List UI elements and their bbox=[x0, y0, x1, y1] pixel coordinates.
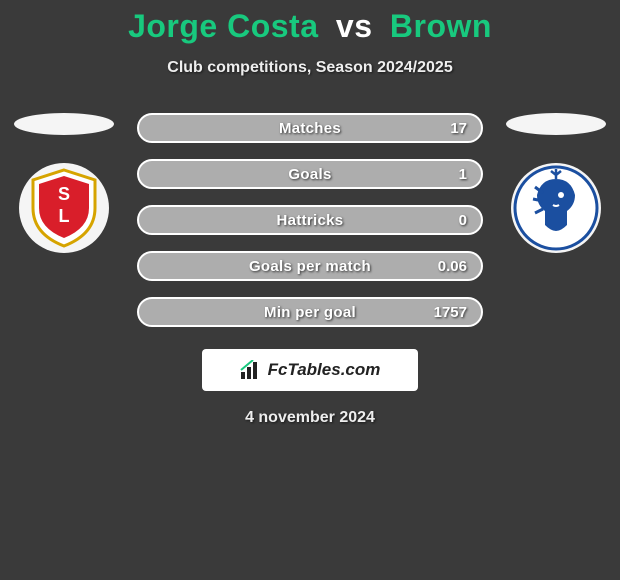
stat-label: Goals per match bbox=[249, 258, 371, 275]
stat-label: Min per goal bbox=[264, 304, 356, 321]
date-text: 4 november 2024 bbox=[245, 409, 375, 427]
page-title: Jorge Costa vs Brown bbox=[0, 8, 620, 45]
stat-right-value: 1757 bbox=[434, 304, 467, 321]
stat-label: Matches bbox=[279, 120, 341, 137]
player1-silhouette bbox=[14, 113, 114, 135]
brand-text: FcTables.com bbox=[268, 360, 381, 380]
stat-row-min-per-goal: Min per goal 1757 bbox=[137, 297, 483, 327]
stat-row-goals: Goals 1 bbox=[137, 159, 483, 189]
player1-name: Jorge Costa bbox=[128, 8, 318, 44]
brand-box[interactable]: FcTables.com bbox=[202, 349, 418, 391]
bar-chart-icon bbox=[240, 360, 262, 380]
player2-silhouette bbox=[506, 113, 606, 135]
stat-label: Hattricks bbox=[277, 212, 344, 229]
svg-text:S: S bbox=[58, 184, 70, 204]
comparison-card: Jorge Costa vs Brown Club competitions, … bbox=[0, 0, 620, 427]
stat-right-value: 17 bbox=[450, 120, 467, 137]
stat-row-goals-per-match: Goals per match 0.06 bbox=[137, 251, 483, 281]
footer: FcTables.com 4 november 2024 bbox=[0, 349, 620, 427]
stat-row-hattricks: Hattricks 0 bbox=[137, 205, 483, 235]
standard-liege-crest-icon: S L bbox=[29, 168, 99, 248]
subtitle: Club competitions, Season 2024/2025 bbox=[0, 59, 620, 77]
stat-right-value: 1 bbox=[459, 166, 467, 183]
svg-text:L: L bbox=[59, 206, 70, 226]
stat-row-matches: Matches 17 bbox=[137, 113, 483, 143]
vs-text: vs bbox=[336, 8, 373, 44]
right-column bbox=[501, 113, 611, 253]
stat-right-value: 0 bbox=[459, 212, 467, 229]
club-badge-right bbox=[511, 163, 601, 253]
stat-label: Goals bbox=[288, 166, 331, 183]
stats-column: Matches 17 Goals 1 Hattricks 0 Goals per… bbox=[137, 113, 483, 327]
gent-crest-icon bbox=[513, 165, 599, 251]
player2-name: Brown bbox=[390, 8, 492, 44]
main-row: S L Matches 17 Goals 1 Hattricks 0 bbox=[0, 113, 620, 327]
club-badge-left: S L bbox=[19, 163, 109, 253]
left-column: S L bbox=[9, 113, 119, 253]
stat-right-value: 0.06 bbox=[438, 258, 467, 275]
